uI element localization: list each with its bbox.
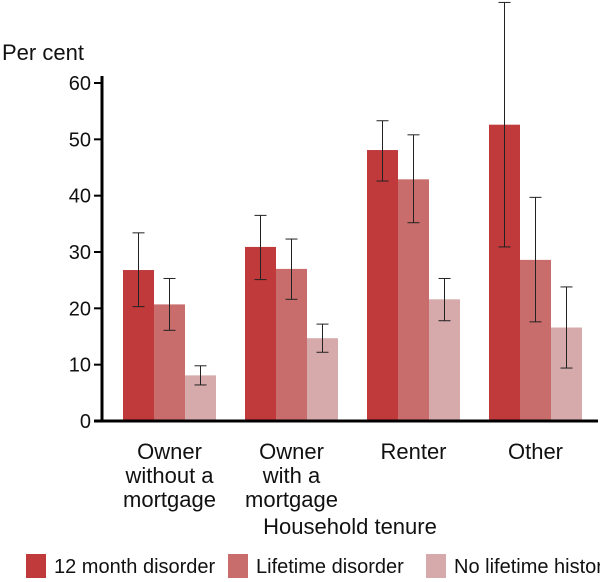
legend-swatch — [228, 554, 248, 578]
bars-layer — [123, 124, 582, 421]
x-tick-label: mortgage — [123, 487, 216, 512]
bar — [367, 150, 398, 421]
legend-swatch — [26, 554, 46, 578]
x-tick-label: with a — [262, 463, 321, 488]
x-tick-label: Renter — [380, 439, 446, 464]
y-tick-label: 10 — [69, 355, 91, 377]
legend-label: No lifetime history — [454, 556, 600, 578]
legend-label: Lifetime disorder — [256, 556, 404, 578]
y-tick-label: 0 — [80, 411, 91, 433]
x-axis-title: Household tenure — [263, 514, 437, 539]
legend-swatch — [426, 554, 446, 578]
x-tick-label: Other — [508, 439, 563, 464]
y-tick-label: 50 — [69, 129, 91, 151]
x-tick-label: mortgage — [245, 487, 338, 512]
legend: 12 month disorder Lifetime disorder No lif… — [26, 554, 600, 578]
y-tick-label: 60 — [69, 73, 91, 95]
y-tick-label: 20 — [69, 298, 91, 320]
y-tick-label: 30 — [69, 242, 91, 264]
error-bars-layer — [132, 1, 573, 386]
y-axis-title: Per cent — [2, 40, 84, 65]
x-tick-label: without a — [124, 463, 214, 488]
y-tick-label: 40 — [69, 186, 91, 208]
x-tick-label: Owner — [259, 439, 324, 464]
legend-label: 12 month disorder — [54, 556, 216, 578]
x-tick-label: Owner — [137, 439, 202, 464]
